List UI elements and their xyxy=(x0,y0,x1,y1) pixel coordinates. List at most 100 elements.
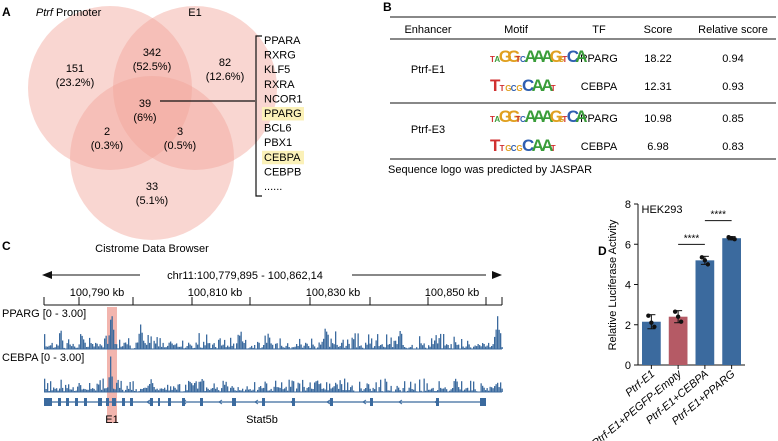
signal-bar xyxy=(456,344,458,349)
signal-bar xyxy=(171,343,173,349)
venn-label-promoter: Promoter xyxy=(56,7,102,19)
signal-bar xyxy=(354,333,356,349)
signal-bar xyxy=(393,340,395,349)
signal-bar xyxy=(75,390,77,392)
logo-letter: A xyxy=(541,76,553,95)
signal-bar xyxy=(191,345,193,349)
gene-exon xyxy=(66,398,69,406)
signal-bar xyxy=(51,342,53,349)
signal-bar xyxy=(186,346,188,349)
signal-bar xyxy=(173,386,175,392)
signal-bar xyxy=(395,340,397,349)
locus-arrow-right-head xyxy=(492,271,502,279)
signal-bar xyxy=(264,335,266,349)
logo-letter: T xyxy=(516,115,521,124)
signal-bar xyxy=(426,383,428,392)
signal-bar xyxy=(176,343,178,349)
signal-bar xyxy=(176,389,178,392)
signal-bar xyxy=(461,339,463,349)
gene-exon xyxy=(122,398,125,406)
table-relative: 0.85 xyxy=(722,113,743,125)
signal-bar xyxy=(467,340,469,349)
signal-bar xyxy=(239,390,241,392)
signal-bar xyxy=(233,387,235,392)
data-point xyxy=(705,262,711,267)
logo-letter: A xyxy=(575,107,587,126)
signal-bar xyxy=(396,385,398,392)
signal-bar xyxy=(251,390,253,392)
logo-letter: G xyxy=(516,84,522,93)
signal-bar xyxy=(158,346,160,349)
signal-bar xyxy=(111,316,113,349)
gene-strand-arrow xyxy=(326,399,331,405)
ruler-tick-label: 100,830 kb xyxy=(306,287,360,299)
signal-bar xyxy=(45,389,47,392)
signal-bar xyxy=(492,344,494,349)
signal-bar xyxy=(218,390,220,392)
signal-bar xyxy=(366,344,368,349)
signal-bar xyxy=(366,383,368,392)
signal-bar xyxy=(494,386,496,392)
logo-letter: G xyxy=(558,55,564,64)
signal-bar xyxy=(249,389,251,392)
signal-bar xyxy=(135,389,137,392)
signal-bar xyxy=(296,344,298,349)
signal-bar xyxy=(395,389,397,392)
signal-bar xyxy=(168,342,170,349)
table-tf: PPARG xyxy=(580,53,618,65)
signal-bar xyxy=(135,342,137,349)
significance-label: **** xyxy=(684,233,700,244)
signal-bar xyxy=(410,381,412,392)
signal-bar xyxy=(233,343,235,349)
signal-bar xyxy=(179,346,181,349)
signal-bar xyxy=(99,380,101,392)
signal-bar xyxy=(437,343,439,349)
signal-bar xyxy=(68,384,70,392)
signal-bar xyxy=(227,345,229,349)
signal-bar xyxy=(131,389,133,392)
gene-exon xyxy=(112,398,116,406)
logo-letter: A xyxy=(494,55,500,64)
signal-bar xyxy=(114,389,116,392)
signal-bar xyxy=(386,334,388,349)
signal-bar xyxy=(159,338,161,349)
signal-bar xyxy=(312,344,314,349)
signal-bar xyxy=(198,381,200,392)
ruler-tick-label: 100,790 kb xyxy=(70,287,124,299)
signal-bar xyxy=(447,345,449,349)
logo-letter: A xyxy=(541,47,553,66)
signal-bar xyxy=(108,335,110,349)
signal-bar xyxy=(164,387,166,392)
signal-bar xyxy=(69,389,71,392)
gene-exon xyxy=(370,398,373,406)
data-point xyxy=(699,255,705,260)
signal-bar xyxy=(402,388,404,392)
signal-bar xyxy=(501,347,503,349)
signal-bar xyxy=(230,387,232,392)
signal-bar xyxy=(345,345,347,349)
signal-bar xyxy=(492,388,494,392)
signal-bar xyxy=(210,388,212,392)
signal-bar xyxy=(297,382,299,392)
signal-bar xyxy=(234,390,236,392)
signal-bar xyxy=(263,387,265,392)
signal-bar xyxy=(66,343,68,349)
signal-bar xyxy=(327,334,329,349)
signal-bar xyxy=(80,334,82,349)
signal-bar xyxy=(399,390,401,392)
venn-label-cistrome: Cistrome Data Browser xyxy=(95,243,209,255)
signal-bar xyxy=(269,337,271,349)
signal-bar xyxy=(162,389,164,392)
logo-letter: A xyxy=(541,107,553,126)
signal-bar xyxy=(462,346,464,349)
signal-bar xyxy=(396,344,398,349)
signal-bar xyxy=(323,338,325,349)
signal-bar xyxy=(267,390,269,392)
signal-bar xyxy=(224,339,226,349)
signal-bar xyxy=(213,383,215,392)
signal-bar xyxy=(257,341,259,349)
signal-bar xyxy=(83,388,85,392)
signal-bar xyxy=(480,346,482,349)
signal-bar xyxy=(446,389,448,392)
